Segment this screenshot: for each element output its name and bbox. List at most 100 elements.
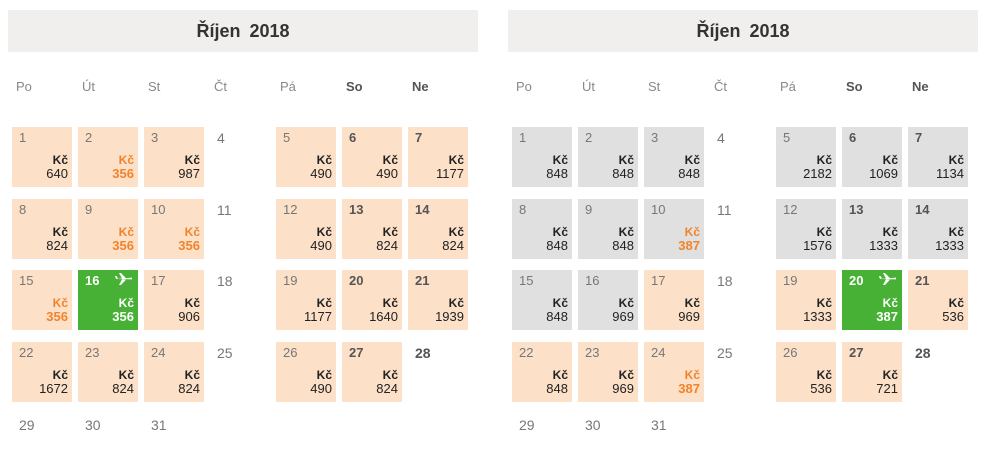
day-cell[interactable]: 20 Kč 1640: [342, 270, 402, 330]
day-number: 9: [85, 202, 93, 217]
price-label: 824: [442, 238, 464, 253]
day-cell[interactable]: 9 Kč 356: [78, 199, 138, 259]
day-cell[interactable]: 5 Kč 2182: [776, 127, 836, 187]
day-cell[interactable]: 10 Kč 387: [644, 199, 704, 259]
price-label: 1640: [369, 309, 398, 324]
currency-label: Kč: [618, 225, 634, 239]
price-label: 969: [678, 309, 700, 324]
currency-label: Kč: [882, 153, 898, 167]
day-number: 30: [85, 417, 101, 433]
day-cell[interactable]: 9 Kč 848: [578, 199, 638, 259]
day-number: 2: [585, 130, 593, 145]
currency-label: Kč: [382, 368, 398, 382]
price-label: 848: [678, 166, 700, 181]
day-cell[interactable]: 19 Kč 1333: [776, 270, 836, 330]
day-cell[interactable]: 22 Kč 1672: [12, 342, 72, 402]
day-number: 7: [415, 130, 423, 145]
day-number: 24: [151, 345, 166, 360]
day-cell[interactable]: 15 Kč 356: [12, 270, 72, 330]
price-label: 1939: [435, 309, 464, 324]
weekday-label: Pá: [780, 79, 796, 94]
day-cell[interactable]: 5 Kč 490: [276, 127, 336, 187]
day-cell[interactable]: 27 Kč 721: [842, 342, 902, 402]
day-number: 17: [651, 273, 666, 288]
day-cell[interactable]: 6 Kč 490: [342, 127, 402, 187]
currency-label: Kč: [382, 153, 398, 167]
day-cell[interactable]: 2 Kč 848: [578, 127, 638, 187]
day-cell[interactable]: 16 Kč 969: [578, 270, 638, 330]
day-cell-selected[interactable]: 20 Kč 387: [842, 270, 902, 330]
day-cell: 31: [144, 414, 204, 474]
day-cell[interactable]: 2 Kč 356: [78, 127, 138, 187]
price-label: 2182: [803, 166, 832, 181]
day-number: 8: [519, 202, 527, 217]
day-number: 15: [19, 273, 34, 288]
day-cell[interactable]: 3 Kč 848: [644, 127, 704, 187]
day-number: 10: [151, 202, 166, 217]
currency-label: Kč: [816, 368, 832, 382]
day-number: 1: [519, 130, 527, 145]
day-cell[interactable]: 24 Kč 824: [144, 342, 204, 402]
day-cell-selected[interactable]: 16 Kč 356: [78, 270, 138, 330]
weekday-label: Čt: [714, 79, 727, 94]
price-label: 1177: [304, 309, 332, 324]
price-label: 356: [112, 309, 134, 324]
day-cell[interactable]: 12 Kč 1576: [776, 199, 836, 259]
day-cell[interactable]: 17 Kč 969: [644, 270, 704, 330]
weekday-label: So: [346, 79, 363, 94]
day-cell[interactable]: 23 Kč 824: [78, 342, 138, 402]
day-number: 13: [349, 202, 364, 217]
day-cell[interactable]: 27 Kč 824: [342, 342, 402, 402]
day-cell[interactable]: 6 Kč 1069: [842, 127, 902, 187]
day-cell[interactable]: 1 Kč 640: [12, 127, 72, 187]
day-cell[interactable]: 21 Kč 536: [908, 270, 968, 330]
day-number: 19: [783, 273, 798, 288]
day-cell[interactable]: 24 Kč 387: [644, 342, 704, 402]
day-number: 14: [415, 202, 430, 217]
day-cell[interactable]: 14 Kč 824: [408, 199, 468, 259]
day-cell[interactable]: 13 Kč 824: [342, 199, 402, 259]
day-cell[interactable]: 12 Kč 490: [276, 199, 336, 259]
currency-label: Kč: [882, 225, 898, 239]
day-cell[interactable]: 26 Kč 536: [776, 342, 836, 402]
day-cell[interactable]: 19 Kč 1177: [276, 270, 336, 330]
price-label: 987: [178, 166, 200, 181]
day-cell: 11: [210, 199, 270, 259]
day-cell: 30: [578, 414, 638, 474]
weekday-label: Po: [516, 79, 532, 94]
day-cell[interactable]: 15 Kč 848: [512, 270, 572, 330]
day-cell[interactable]: 21 Kč 1939: [408, 270, 468, 330]
day-cell[interactable]: 1 Kč 848: [512, 127, 572, 187]
currency-label: Kč: [684, 153, 700, 167]
day-cell[interactable]: 26 Kč 490: [276, 342, 336, 402]
price-label: 848: [546, 166, 568, 181]
day-number: 7: [915, 130, 923, 145]
price-label: 387: [876, 309, 898, 324]
currency-label: Kč: [448, 225, 464, 239]
price-label: 848: [612, 238, 634, 253]
price-label: 721: [876, 381, 898, 396]
day-number: 28: [915, 345, 931, 361]
weekday-label: Ne: [912, 79, 929, 94]
day-cell[interactable]: 7 Kč 1134: [908, 127, 968, 187]
price-label: 536: [810, 381, 832, 396]
day-cell[interactable]: 8 Kč 848: [512, 199, 572, 259]
day-number: 4: [217, 130, 225, 146]
day-cell[interactable]: 22 Kč 848: [512, 342, 572, 402]
day-cell[interactable]: 14 Kč 1333: [908, 199, 968, 259]
day-cell[interactable]: 8 Kč 824: [12, 199, 72, 259]
day-cell[interactable]: 23 Kč 969: [578, 342, 638, 402]
day-cell[interactable]: 3 Kč 987: [144, 127, 204, 187]
price-label: 1333: [869, 238, 898, 253]
day-number: 31: [151, 417, 167, 433]
currency-label: Kč: [816, 296, 832, 310]
day-cell[interactable]: 13 Kč 1333: [842, 199, 902, 259]
day-cell: 4: [710, 127, 770, 187]
day-cell: 18: [210, 270, 270, 330]
price-label: 1177: [436, 166, 464, 181]
day-cell[interactable]: 7 Kč 1177: [408, 127, 468, 187]
day-cell[interactable]: 17 Kč 906: [144, 270, 204, 330]
day-cell[interactable]: 10 Kč 356: [144, 199, 204, 259]
day-number: 12: [283, 202, 298, 217]
price-label: 387: [678, 238, 700, 253]
